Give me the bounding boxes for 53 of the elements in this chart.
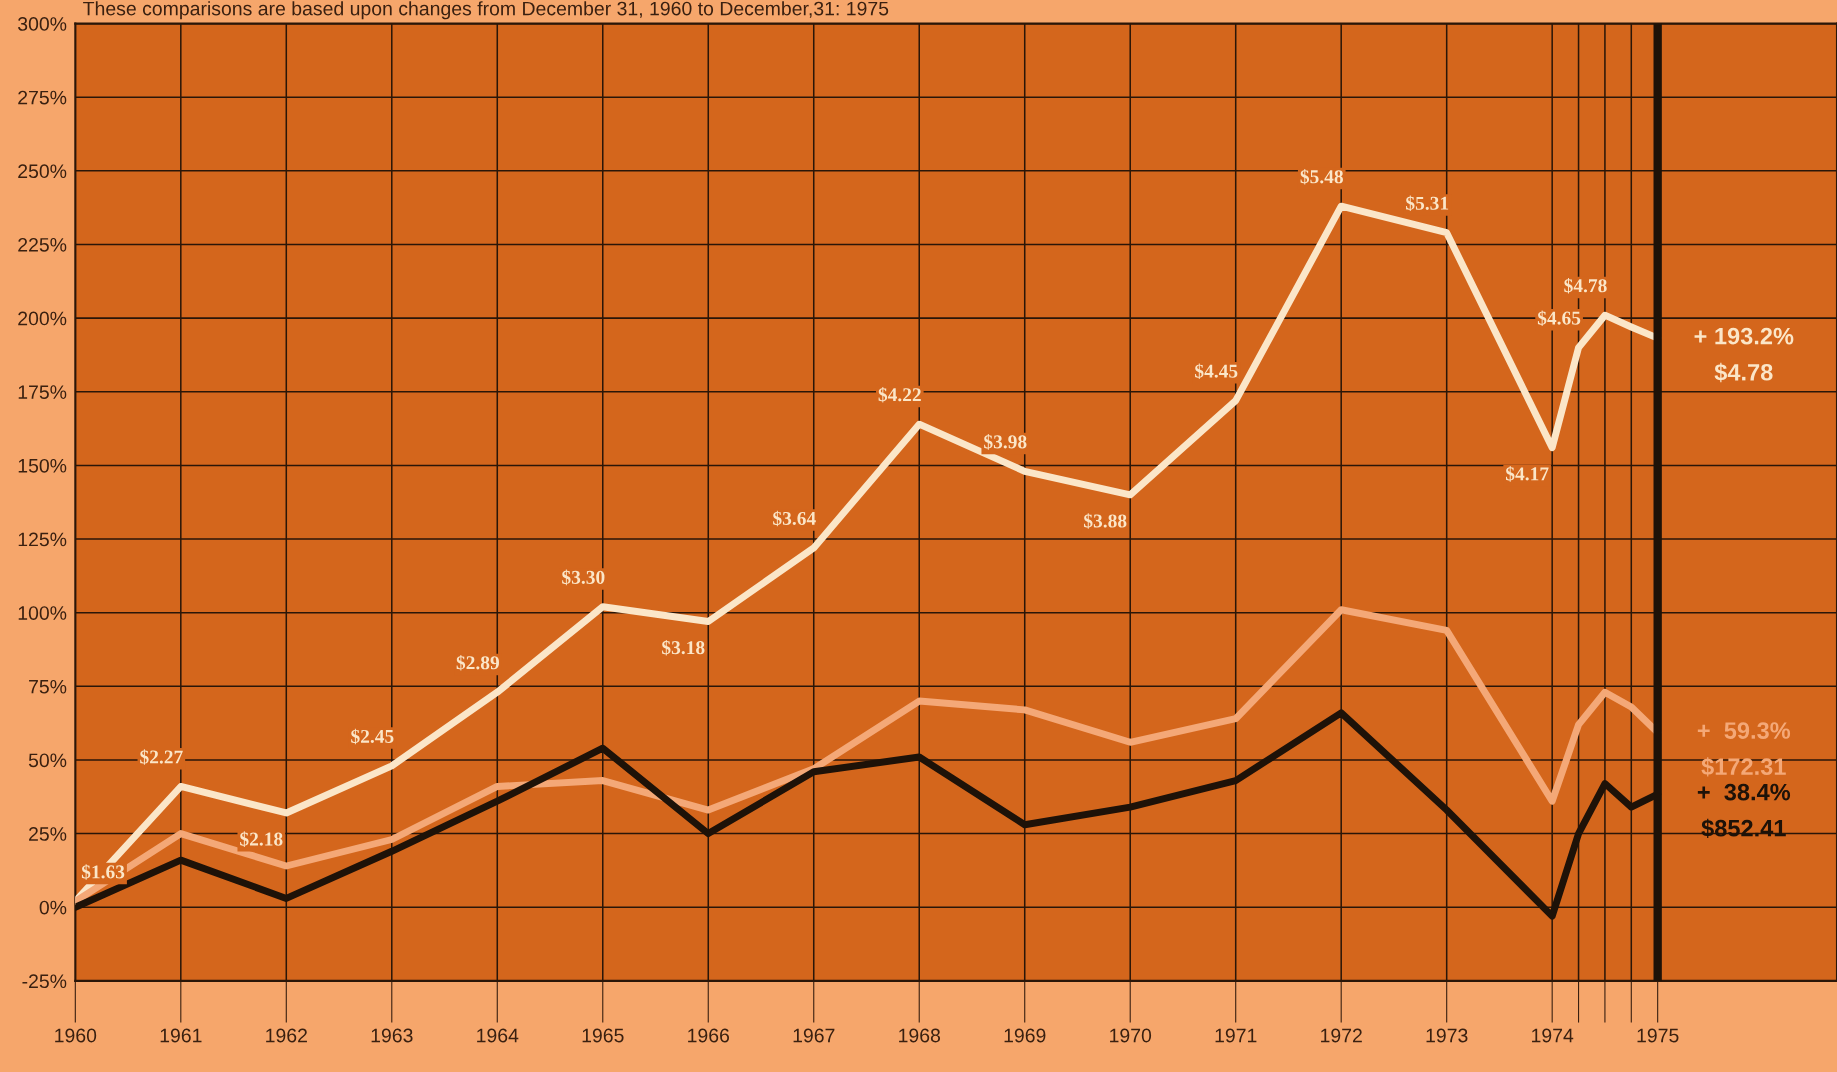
annotation: $1.63 bbox=[81, 864, 125, 880]
x-tick-label: 1963 bbox=[371, 1028, 413, 1043]
x-tick-label: 1965 bbox=[582, 1028, 624, 1043]
text: These comparisons are based upon changes from December 31, 1960 to December,31: 1975 bbox=[83, 1, 889, 20]
y-tick-label: 300% bbox=[18, 17, 67, 31]
y-tick-label: 150% bbox=[18, 458, 67, 473]
annotation: $2.45 bbox=[351, 728, 394, 745]
x-tick-label: 1967 bbox=[793, 1028, 835, 1043]
annotation: $5.48 bbox=[1300, 169, 1343, 185]
x-tick-label: 1972 bbox=[1321, 1028, 1362, 1043]
annotation: $5.31 bbox=[1406, 195, 1449, 212]
annotation: $4.65 bbox=[1537, 310, 1581, 326]
x-tick-label: 1968 bbox=[899, 1028, 941, 1043]
annotation: $3.64 bbox=[773, 510, 816, 527]
annotation: $4.17 bbox=[1505, 466, 1549, 482]
annotation: $4.45 bbox=[1195, 363, 1238, 379]
x-tick-label: 1969 bbox=[1004, 1028, 1046, 1043]
annotation: $2.27 bbox=[140, 749, 183, 765]
y-tick-label: 275% bbox=[18, 90, 67, 105]
annotation: + 59.3% bbox=[1697, 722, 1791, 739]
x-tick-label: 1973 bbox=[1426, 1028, 1468, 1043]
y-tick-label: 75% bbox=[29, 679, 67, 694]
y-tick-label: -25% bbox=[22, 974, 67, 989]
x-tick-label: 1961 bbox=[160, 1028, 202, 1043]
annotation: + 193.2% bbox=[1694, 327, 1794, 345]
annotation: $2.89 bbox=[456, 655, 500, 671]
x-tick-label: 1964 bbox=[477, 1028, 519, 1043]
annotation: $3.18 bbox=[662, 639, 705, 656]
annotation: $3.88 bbox=[1084, 513, 1127, 529]
y-tick-label: 125% bbox=[18, 532, 67, 547]
annotation: $3.30 bbox=[562, 569, 605, 586]
y-tick-label: 225% bbox=[18, 237, 67, 252]
x-tick-label: 1962 bbox=[266, 1028, 307, 1043]
y-tick-label: 100% bbox=[18, 606, 67, 620]
y-tick-label: 200% bbox=[18, 311, 67, 326]
y-tick-label: 25% bbox=[29, 827, 67, 841]
x-tick-label: 1960 bbox=[55, 1028, 97, 1043]
y-tick-label: 50% bbox=[28, 753, 67, 768]
annotation: $4.78 bbox=[1564, 278, 1607, 294]
x-tick-label: 1970 bbox=[1110, 1028, 1152, 1043]
y-tick-label: 175% bbox=[18, 385, 67, 400]
y-tick-label: 250% bbox=[18, 164, 67, 179]
annotation: $2.18 bbox=[240, 831, 283, 847]
annotation: $3.98 bbox=[984, 434, 1027, 450]
annotation: $172.31 bbox=[1701, 757, 1786, 777]
y-tick-label: 0% bbox=[39, 900, 67, 915]
x-tick-label: 1974 bbox=[1532, 1028, 1574, 1043]
annotation: $4.78 bbox=[1714, 362, 1773, 383]
annotation: + 38.4% bbox=[1697, 783, 1791, 801]
x-tick-label: 1975 bbox=[1637, 1028, 1679, 1043]
x-tick-label: 1971 bbox=[1215, 1028, 1257, 1043]
annotation: $4.22 bbox=[878, 386, 921, 403]
x-tick-label: 1966 bbox=[688, 1028, 730, 1043]
